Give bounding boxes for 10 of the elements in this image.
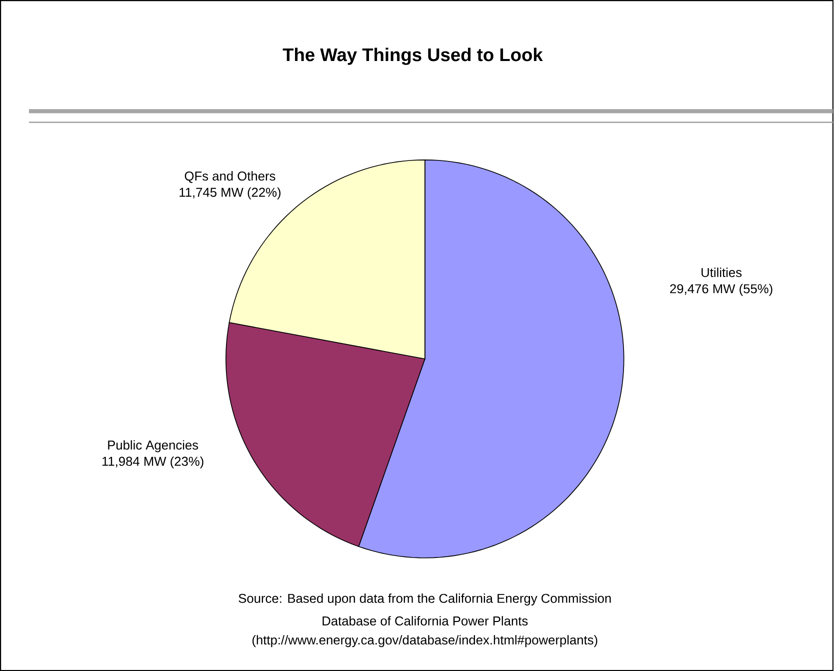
data-label: 11,745 MW (22%) [180,187,280,200]
data-label: 29,476 MW (55%) [670,284,772,296]
slice-label: Public Agencies [108,440,198,452]
source-note: Source: Based upon data from the California Energy Commission [238,593,611,606]
data-label: 11,984 MW (23%) [102,456,204,468]
chart-title: The Way Things Used to Look [282,48,543,65]
slice-label: QFs and Others [184,171,276,183]
text: Database of California Power Plants [322,616,528,626]
text: (http://www.energy.ca.gov/database/index.html#powerplants) [252,635,598,648]
slice-label: Utilities [702,268,742,278]
